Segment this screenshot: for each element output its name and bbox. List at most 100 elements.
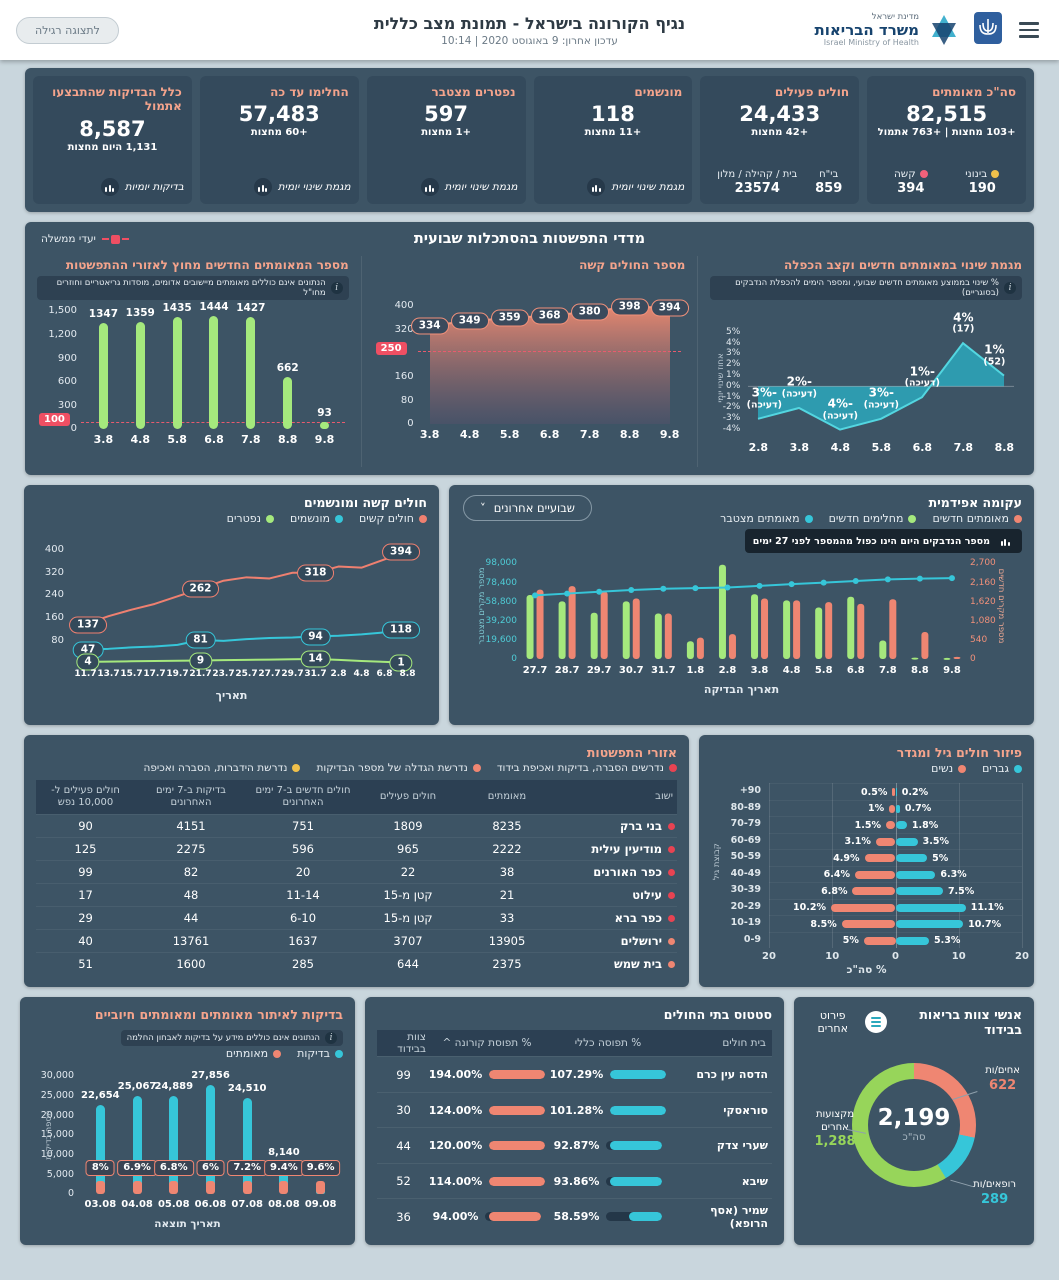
brand-line3: Israel Ministry of Health	[823, 37, 919, 47]
legend-dot-icon	[334, 514, 343, 523]
mini-bar-chart-icon	[100, 178, 119, 196]
men-bar	[895, 821, 907, 830]
women-value-label: 4.9%	[833, 852, 860, 864]
slice-name: רופאים/ות	[973, 1179, 1016, 1191]
x-axis-tick: 29.7	[281, 669, 304, 680]
table-cell: קטן מ-15	[359, 883, 457, 906]
status-dot-icon	[668, 822, 675, 830]
table-cell: 1600	[135, 952, 247, 975]
pyramid-row: 6.4% 6.3%	[769, 865, 1022, 883]
bar	[246, 317, 256, 430]
city-name: עילוט	[632, 888, 662, 903]
city-cell: כפר ברא	[557, 906, 677, 929]
point-sublabel: (17)	[952, 323, 975, 335]
city-cell: עילוט	[557, 883, 677, 906]
pyramid-row: 1.5% 1.8%	[769, 816, 1022, 833]
bar	[320, 422, 330, 430]
men-bar	[895, 920, 964, 929]
table-cell: 644	[359, 952, 457, 975]
x-axis-tick: 08.08	[268, 1199, 300, 1211]
trend-link[interactable]: בדיקות יומיות	[41, 178, 184, 196]
men-bar	[895, 936, 930, 945]
legend-item: חולים קשים	[359, 512, 427, 525]
right-axis-tick: 540	[970, 635, 988, 646]
hospitalization-label: בי"ח	[819, 169, 839, 180]
period-dropdown[interactable]: שבועיים אחרונים ˅	[463, 495, 592, 522]
details-others-button[interactable]: פירוט אחרים	[806, 1009, 888, 1035]
table-cell: 965	[359, 837, 457, 860]
trend-link[interactable]: מגמת שינוי יומית	[375, 178, 518, 196]
weekly-indicators-section: יעדי ממשלה מדדי התפשטות בהסתכלות שבועית …	[25, 222, 1034, 476]
bar-value-label: 1435	[162, 301, 192, 314]
column-header: % תפוסת קורונה ^	[430, 1030, 544, 1057]
column-header: צוות בבידוד	[377, 1030, 430, 1057]
y-axis-tick: 25,000	[40, 1090, 74, 1102]
epidemic-plot: 98,000 78,400 58,800 39,200 19,600 0 2,700 2,16…	[461, 558, 1022, 709]
moh-star-icon	[932, 14, 956, 45]
hospital-name: שערי צדק	[672, 1127, 772, 1163]
severity-label: קשה	[894, 168, 928, 180]
chart-new-confirmed-outside: מספר המאומתים החדשים מחוץ לאזורי ההתפשטו…	[25, 256, 362, 468]
table-cell: 40	[36, 929, 135, 952]
general-occupancy-cell: 58.59%	[544, 1198, 672, 1234]
bar	[428, 185, 431, 192]
brand-line2: משרד הבריאות	[814, 21, 919, 40]
positive-rate-badge: 8%	[85, 1160, 115, 1177]
bar	[261, 185, 264, 192]
table-cell: 33	[457, 906, 557, 929]
staff-isolated-value: 30	[377, 1091, 430, 1128]
stat-value: 82,515	[906, 102, 988, 127]
bar-value-label: 1427	[236, 302, 266, 315]
x-axis-tick: 6.8	[539, 428, 560, 442]
trend-link[interactable]: מגמת שינוי יומית	[542, 178, 684, 196]
bar-value-label: 1347	[88, 308, 119, 321]
info-icon[interactable]: i	[1004, 282, 1016, 295]
legend-label: נדרשים הסברה, בדיקות ואכיפת בידוד	[496, 762, 664, 775]
confirmed-bar	[242, 1181, 252, 1195]
legend-item: מונשמים	[290, 512, 343, 525]
women-value-label: 5%	[842, 935, 859, 947]
men-bar	[895, 788, 897, 797]
connector-line	[950, 1180, 974, 1188]
legend-dot-icon	[273, 1049, 282, 1058]
y-axis-tick: 400	[44, 543, 64, 555]
column-header: חולים חדשים ב-7 ימים האחרונים	[247, 780, 359, 815]
tests-bar	[169, 1096, 179, 1195]
chart-note: i הנתונים אינם כוללים מאומתים מיישובים אד…	[36, 276, 349, 301]
city-name: מודיעין עילית	[591, 842, 662, 857]
donut-slice-label: אחים/ות 622	[985, 1065, 1020, 1094]
occupancy-value: 101.28%	[549, 1103, 604, 1117]
women-value-label: 1%	[868, 803, 885, 815]
legend-dot-icon	[292, 764, 301, 773]
point-value-badge: 94	[300, 628, 331, 646]
point-value-badge: 118	[382, 621, 420, 639]
left-axis-tick: 58,800	[485, 596, 518, 607]
card-footer: מגמת שינוי יומית	[542, 178, 684, 196]
occupancy-bar	[489, 1141, 546, 1151]
occupancy-bar-fill	[489, 1070, 546, 1080]
menu-icon[interactable]	[1015, 18, 1043, 42]
normal-view-button[interactable]: לתצוגה רגילה	[16, 16, 119, 44]
men-value-label: 6.3%	[940, 869, 967, 881]
tests-legend: בדיקות מאומתים	[32, 1047, 343, 1060]
staff-isolated-value: 36	[377, 1198, 430, 1234]
table-cell: 2375	[457, 952, 557, 975]
point-sublabel: (דעיכה)	[863, 399, 899, 411]
age-group-label: 30-39	[730, 884, 761, 896]
info-icon[interactable]: i	[330, 282, 343, 295]
x-axis-title: % סה"כ	[846, 964, 887, 977]
trend-link[interactable]: מגמת שינוי יומית	[208, 178, 351, 196]
table-cell: 4151	[135, 814, 247, 837]
x-axis-tick: 4.8	[782, 665, 801, 677]
info-icon[interactable]: i	[325, 1032, 337, 1045]
table-cell: 51	[36, 952, 135, 975]
severity-item: קשה 394	[894, 168, 928, 196]
age-groups-axis: +90 80-89 70-79 60-69 50-59 40-49 30-39 20-29 10…	[727, 783, 765, 964]
donut-center: 2,199 סה"כ	[868, 1079, 960, 1172]
pyramid-row: 8.5% 10.7%	[769, 915, 1022, 932]
legend-dot-icon	[669, 764, 677, 773]
right-axis-title: מספר מקרים חדשים	[996, 569, 1006, 644]
pyramid-row: 6.8% 7.5%	[769, 882, 1022, 899]
point-value: -3%	[751, 385, 777, 400]
legend-item: מחלימים חדשים	[829, 512, 917, 525]
